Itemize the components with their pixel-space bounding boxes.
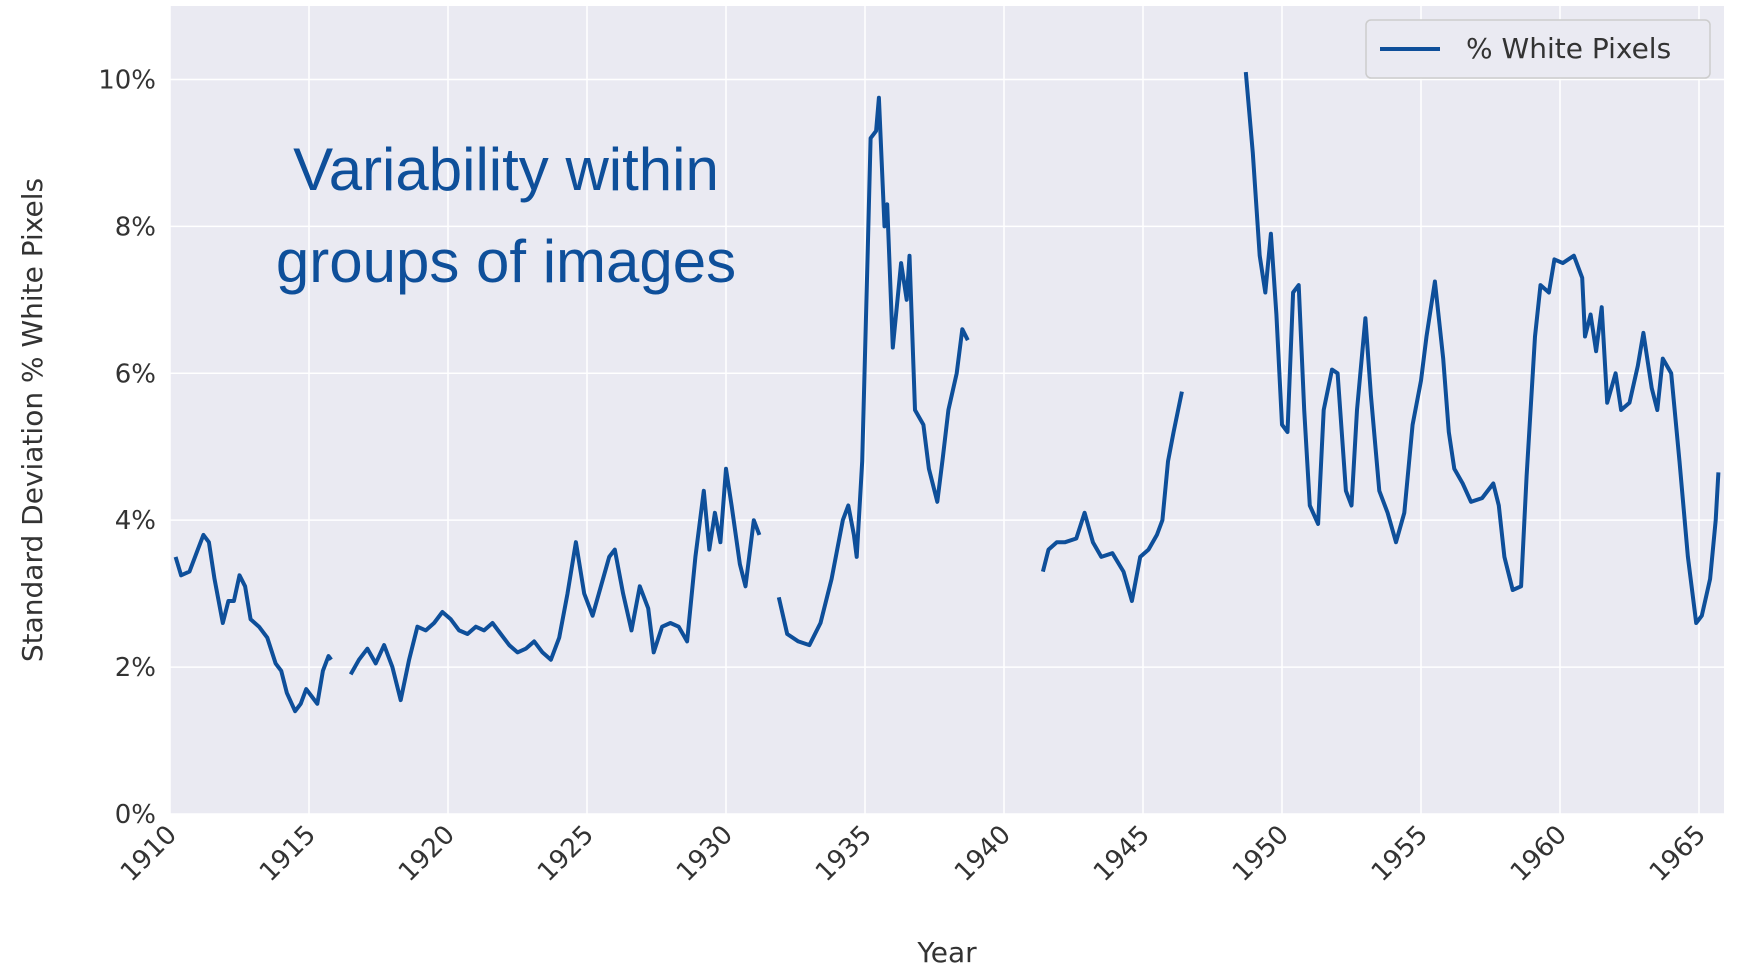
- data-line: [173, 71, 1721, 714]
- x-tick-label: 1950: [1227, 820, 1295, 888]
- y-tick-label: 0%: [115, 800, 156, 830]
- y-axis-label: Standard Deviation % White Pixels: [16, 178, 49, 662]
- x-tick-label: 1930: [671, 820, 739, 888]
- annotation: groups of images: [276, 228, 736, 295]
- lines: [173, 71, 1721, 714]
- x-tick-label: 1920: [393, 820, 461, 888]
- y-tick-label: 10%: [98, 65, 156, 95]
- annotation: Variability within: [293, 136, 719, 203]
- x-tick-label: 1935: [810, 820, 878, 888]
- y-tick-label: 2%: [115, 653, 156, 683]
- legend: % White Pixels: [1365, 19, 1711, 79]
- x-tick-label: 1940: [949, 820, 1017, 888]
- y-tick-label: 4%: [115, 506, 156, 536]
- legend-box: [1365, 19, 1711, 79]
- x-tick-label: 1925: [532, 820, 600, 888]
- x-axis-label: Year: [916, 936, 977, 964]
- x-tick-label: 1955: [1366, 820, 1434, 888]
- x-tick-label: 1965: [1644, 820, 1712, 888]
- legend-label: % White Pixels: [1466, 32, 1671, 65]
- x-tick-label: 1915: [254, 820, 322, 888]
- y-tick-label: 6%: [115, 359, 156, 389]
- x-tick-label: 1945: [1088, 820, 1156, 888]
- x-tick-label: 1960: [1505, 820, 1573, 888]
- y-tick-label: 8%: [115, 212, 156, 242]
